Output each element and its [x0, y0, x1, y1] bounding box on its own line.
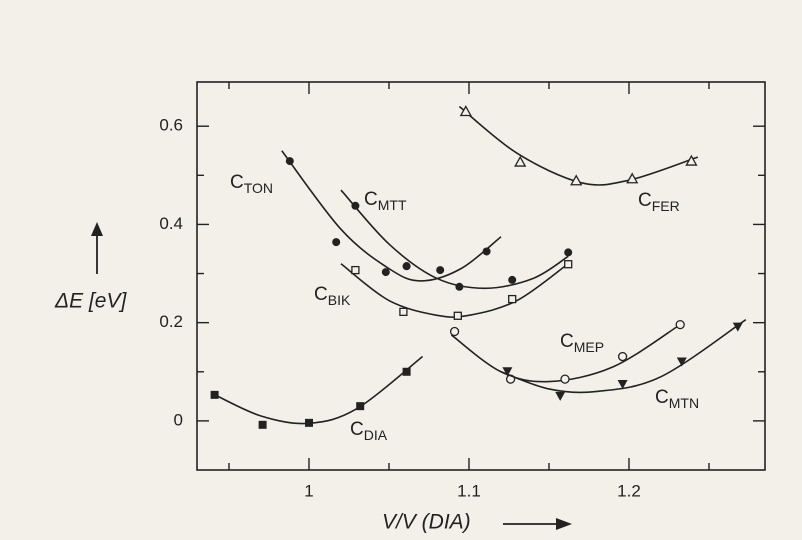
- fit-curve: [500, 319, 747, 394]
- point: [449, 326, 460, 337]
- point: [502, 367, 513, 377]
- label-main: C: [560, 331, 574, 352]
- point: [508, 294, 517, 304]
- y-arrow: [91, 222, 103, 274]
- series: CMTN: [500, 319, 747, 411]
- y-tick-label: 0: [174, 410, 183, 429]
- x-arrow: [503, 518, 572, 530]
- point: [560, 374, 570, 384]
- y-axis-title: ΔE [eV]: [54, 290, 127, 313]
- label-subscript: TON: [244, 180, 273, 196]
- y-tick-label: 0.2: [159, 312, 183, 331]
- label-main: C: [230, 172, 244, 193]
- x-tick-label: 1: [304, 481, 313, 500]
- point: [508, 275, 517, 284]
- series-label: CMEP: [560, 331, 604, 355]
- label-main: C: [655, 387, 669, 408]
- point: [305, 418, 313, 427]
- y-tick-label: 0.6: [159, 116, 183, 135]
- fit-curve: [340, 263, 569, 318]
- point: [617, 351, 628, 362]
- series: CBIK: [314, 260, 573, 320]
- point: [676, 357, 687, 367]
- fit-curve: [450, 323, 681, 383]
- series-label: CBIK: [314, 284, 351, 308]
- series: CMEP: [449, 319, 685, 384]
- x-tick-label: 1.2: [617, 481, 641, 500]
- x-tick-label: 1.1: [457, 481, 481, 500]
- point: [459, 105, 472, 117]
- point: [402, 262, 411, 271]
- label-subscript: DIA: [364, 427, 388, 443]
- series: CTON: [230, 150, 502, 282]
- point: [351, 201, 360, 210]
- point: [453, 311, 462, 320]
- series-label: CMTN: [655, 387, 699, 411]
- series: CDIA: [210, 355, 424, 443]
- series: CFER: [458, 105, 699, 214]
- point: [732, 322, 743, 332]
- label-subscript: FER: [652, 198, 680, 214]
- point: [399, 307, 408, 317]
- point: [564, 260, 573, 269]
- point: [482, 247, 491, 256]
- series-label: CDIA: [350, 419, 388, 443]
- label-subscript: MEP: [574, 339, 604, 355]
- plot-frame: [196, 81, 766, 471]
- point: [436, 266, 445, 275]
- fit-curve: [281, 150, 502, 282]
- point: [356, 402, 365, 411]
- point: [332, 238, 341, 247]
- point: [685, 154, 698, 166]
- fit-curve: [212, 355, 424, 425]
- point: [210, 390, 219, 399]
- point: [455, 282, 464, 291]
- point: [258, 420, 267, 429]
- x-axis-title: V/V (DIA): [382, 511, 471, 534]
- point: [381, 268, 390, 277]
- point: [514, 155, 527, 167]
- point: [564, 248, 573, 257]
- series-label: CFER: [638, 190, 680, 214]
- label-subscript: MTT: [378, 197, 407, 213]
- label-main: C: [638, 190, 652, 211]
- label-main: C: [314, 284, 328, 305]
- fit-curve: [458, 105, 699, 186]
- point: [617, 380, 628, 390]
- label-main: C: [350, 419, 364, 440]
- series-label: CMTT: [364, 189, 407, 213]
- label-main: C: [364, 189, 378, 210]
- series-label: CTON: [230, 172, 273, 196]
- label-subscript: BIK: [328, 292, 351, 308]
- point: [675, 319, 685, 330]
- label-subscript: MTN: [669, 395, 699, 411]
- point: [626, 172, 639, 184]
- point: [570, 174, 583, 186]
- point: [285, 157, 294, 166]
- series: CMTT: [340, 189, 573, 291]
- point: [402, 367, 411, 376]
- y-tick-label: 0.4: [159, 214, 183, 233]
- point: [555, 391, 566, 401]
- point: [351, 265, 360, 275]
